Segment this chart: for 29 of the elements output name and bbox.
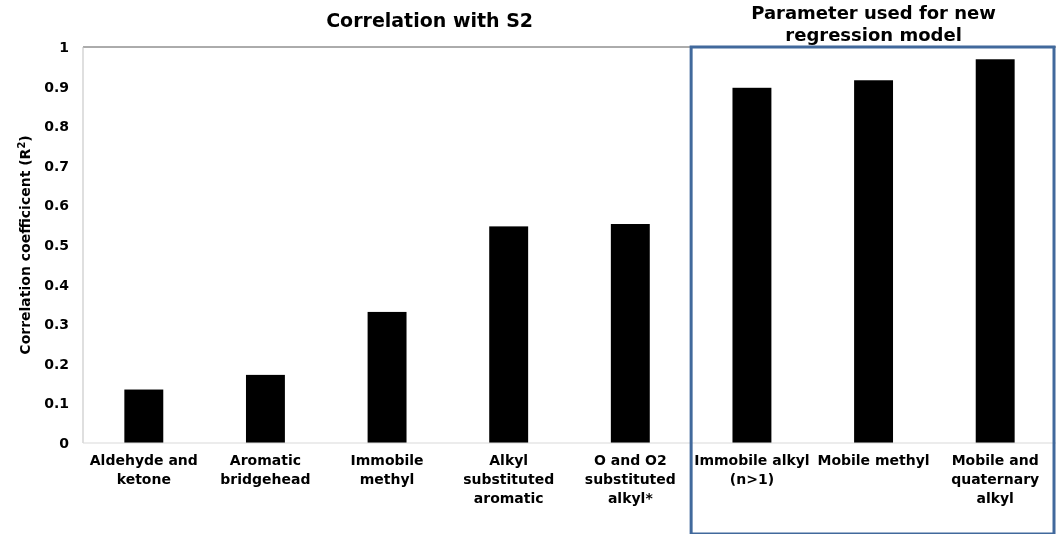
text: Parameter used for new regression model (751, 2, 996, 45)
bar (489, 226, 529, 443)
y-tick-label: 0.2 (44, 355, 69, 372)
y-tick-label: 0.6 (44, 197, 69, 214)
y-tick-label: 0.8 (44, 118, 69, 135)
x-tick-label: Mobile and quaternary alkyl (951, 452, 1040, 506)
chart-title: Correlation with S2 (326, 9, 534, 31)
bar (732, 87, 772, 443)
bar (854, 80, 894, 443)
y-tick-label: 1 (59, 38, 69, 55)
y-tick-label: 0.9 (44, 78, 69, 95)
bar (245, 374, 285, 443)
x-tick-label: Mobile methyl (817, 452, 930, 468)
bar (367, 311, 407, 443)
x-tick-label: Immobile alkyl (n>1) (694, 452, 810, 487)
bar (610, 224, 650, 443)
x-tick-label: Aldehyde and ketone (89, 452, 198, 487)
x-tick-label: Aromatic bridgehead (220, 452, 311, 487)
x-tick-label: Alkyl substituted aromatic (463, 452, 555, 506)
x-tick-label: Immobile methyl (350, 452, 424, 487)
y-tick-label: 0 (59, 434, 70, 451)
y-tick-label: 0.5 (44, 236, 69, 253)
y-tick-label: 0.3 (44, 316, 69, 333)
bar (124, 389, 164, 443)
bar (975, 59, 1015, 443)
y-tick-label: 0.7 (44, 157, 69, 174)
x-tick-label: O and O2 substituted alkyl* (584, 452, 676, 506)
y-tick-label: 0.4 (44, 276, 70, 293)
y-tick-label: 0.1 (44, 395, 69, 412)
